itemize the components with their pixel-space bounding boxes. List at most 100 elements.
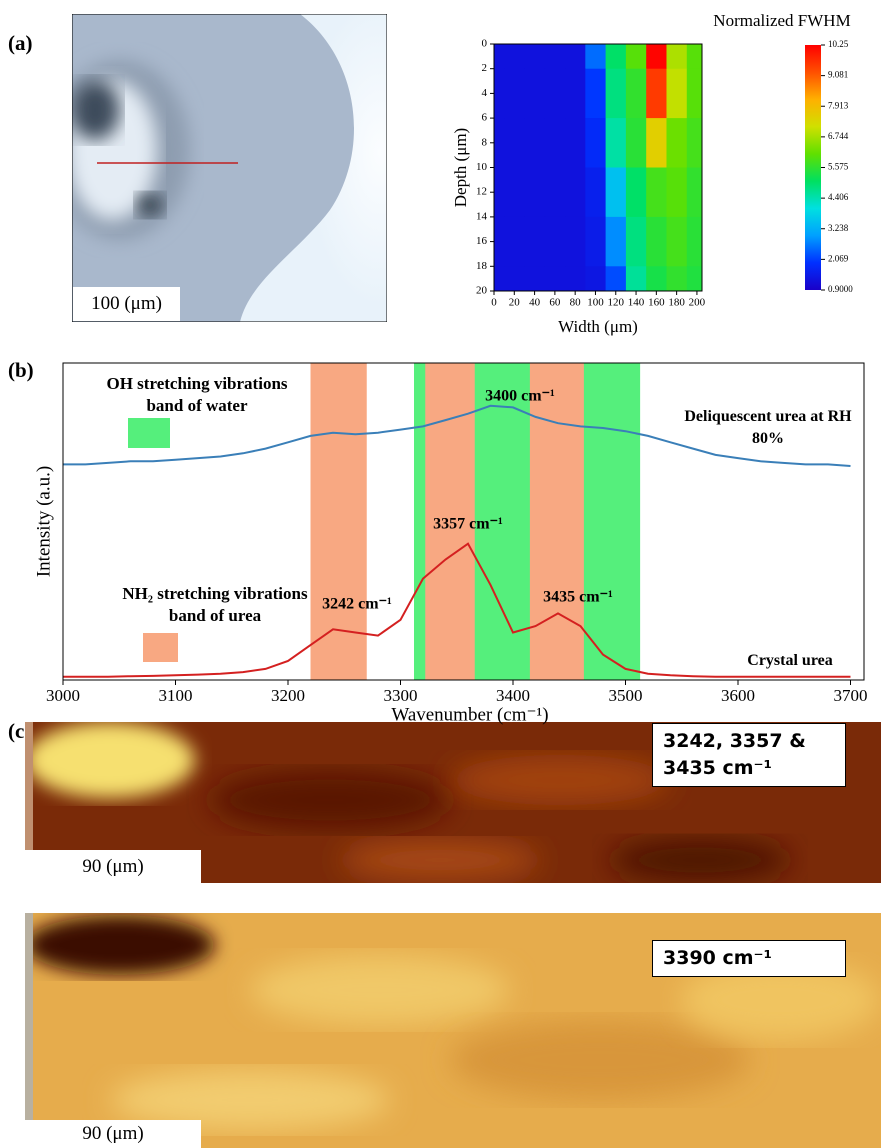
colorbar xyxy=(805,45,821,290)
x-tick-label: 20 xyxy=(509,297,521,309)
peak-label: 3435 cm⁻¹ xyxy=(543,589,613,606)
x-tick-label: 3200 xyxy=(271,686,305,705)
heatmap-cell xyxy=(666,118,687,168)
heatmap-cell xyxy=(687,168,703,218)
heatmap-cell xyxy=(606,217,627,267)
x-tick-label: 3400 xyxy=(496,686,530,705)
heatmap-cell xyxy=(606,168,627,218)
heatmap-cell xyxy=(687,217,703,267)
colorbar-tick-label: 3.238 xyxy=(828,223,849,233)
heatmap-cell xyxy=(626,266,647,291)
y-tick-label: 4 xyxy=(482,87,488,99)
band xyxy=(530,363,584,680)
heatmap-cell xyxy=(565,266,586,291)
heatmap-cell xyxy=(646,266,667,291)
scale-bar-label: 100 (μm) xyxy=(73,287,180,321)
scale-bar-label: 90 (μm) xyxy=(25,850,201,884)
heatmap-cell xyxy=(524,217,545,267)
heatmap-cell xyxy=(565,44,586,69)
heatmap-cell xyxy=(545,69,566,119)
x-tick-label: 3300 xyxy=(384,686,418,705)
panel-label: (b) xyxy=(8,358,34,382)
heatmap-cell xyxy=(606,44,627,69)
heatmap-cell xyxy=(666,44,687,69)
y-tick-label: 18 xyxy=(476,260,488,272)
series-label: Crystal urea xyxy=(715,650,865,672)
peak-label: 3357 cm⁻¹ xyxy=(433,516,503,533)
heatmap-cell xyxy=(646,217,667,267)
y-tick-label: 6 xyxy=(482,112,488,124)
heatmap-cell xyxy=(626,44,647,69)
y-tick-label: 0 xyxy=(482,38,488,50)
x-tick-label: 3500 xyxy=(609,686,643,705)
heatmap-cell xyxy=(545,44,566,69)
heatmap-cell xyxy=(687,118,703,168)
x-tick-label: 160 xyxy=(648,297,665,309)
scale-bar-label: 90 (μm) xyxy=(25,1120,201,1148)
map-label: 3242, 3357 & 3435 cm⁻¹ xyxy=(652,723,846,787)
series-label: Deliquescent urea at RH 80% xyxy=(668,406,868,450)
heatmap-cell xyxy=(687,69,703,119)
heatmap-cell xyxy=(585,168,606,218)
x-axis-label: Width (μm) xyxy=(558,317,638,336)
heatmap-cell xyxy=(504,217,525,267)
heatmap-cell xyxy=(494,69,505,119)
x-tick-label: 3700 xyxy=(834,686,868,705)
band-legend-swatch xyxy=(128,418,170,448)
x-tick-label: 3100 xyxy=(159,686,193,705)
heatmap-cell xyxy=(626,69,647,119)
heatmap-cell xyxy=(687,44,703,69)
heatmap-cell xyxy=(524,118,545,168)
heatmap-cell xyxy=(545,168,566,218)
x-tick-label: 3000 xyxy=(46,686,80,705)
heatmap-cell xyxy=(606,118,627,168)
heatmap-cell xyxy=(494,168,505,218)
heatmap-cell xyxy=(646,168,667,218)
heatmap-cell xyxy=(666,168,687,218)
heatmap-cell xyxy=(565,69,586,119)
x-tick-label: 3600 xyxy=(721,686,755,705)
y-tick-label: 16 xyxy=(476,235,488,247)
y-tick-label: 20 xyxy=(476,285,488,297)
heatmap-cell xyxy=(494,217,505,267)
heatmap-cell xyxy=(626,217,647,267)
heatmap-cell xyxy=(565,168,586,218)
heatmap-cell xyxy=(545,118,566,168)
y-tick-label: 8 xyxy=(482,136,488,148)
heatmap-cell xyxy=(666,69,687,119)
colorbar-tick-label: 10.25 xyxy=(828,39,849,49)
y-tick-label: 10 xyxy=(476,161,488,173)
heatmap-cell xyxy=(524,168,545,218)
heatmap-cell xyxy=(687,266,703,291)
heatmap-cell xyxy=(524,266,545,291)
x-tick-label: 60 xyxy=(549,297,561,309)
x-tick-label: 140 xyxy=(628,297,645,309)
band-legend-label: NH₂ stretching vibrations band of urea xyxy=(115,583,315,627)
colorbar-tick-label: 2.069 xyxy=(828,253,849,263)
heatmap-cell xyxy=(494,118,505,168)
heatmap-cell xyxy=(666,266,687,291)
heatmap-cell xyxy=(565,118,586,168)
heatmap-cell xyxy=(585,44,606,69)
x-tick-label: 80 xyxy=(570,297,582,309)
heatmap-cell xyxy=(646,69,667,119)
map-label: 3390 cm⁻¹ xyxy=(652,940,846,977)
y-axis-label: Depth (μm) xyxy=(451,128,470,207)
colorbar-tick-label: 9.081 xyxy=(828,70,848,80)
x-tick-label: 40 xyxy=(529,297,541,309)
heatmap-cell xyxy=(524,44,545,69)
heatmap-cell xyxy=(504,69,525,119)
colorbar-tick-label: 0.9000 xyxy=(828,284,853,294)
heatmap-cell xyxy=(504,118,525,168)
x-tick-label: 100 xyxy=(587,297,604,309)
x-tick-label: 0 xyxy=(491,297,497,309)
heatmap-cell xyxy=(504,266,525,291)
heatmap-cell xyxy=(545,217,566,267)
heatmap-cell xyxy=(494,266,505,291)
colorbar-tick-label: 7.913 xyxy=(828,100,849,110)
heatmap-cell xyxy=(545,266,566,291)
x-tick-label: 120 xyxy=(608,297,625,309)
heatmap-cell xyxy=(646,118,667,168)
colorbar-tick-label: 6.744 xyxy=(828,131,849,141)
colorbar-title: Normalized FWHM xyxy=(713,11,850,30)
